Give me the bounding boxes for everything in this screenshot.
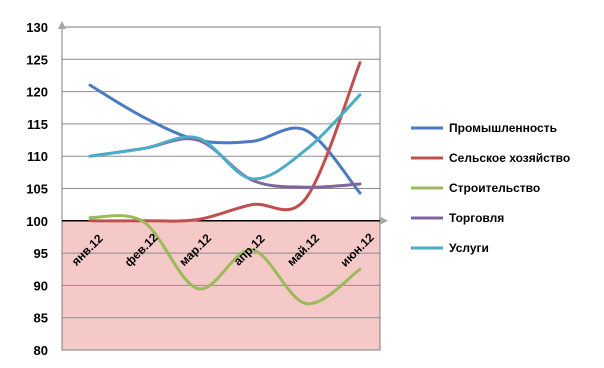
y-tick-label: 115 (27, 117, 48, 132)
legend-label: Торговля (449, 211, 504, 225)
y-tick-label: 80 (34, 343, 48, 358)
legend-label: Услуги (449, 241, 489, 255)
y-tick-label: 130 (26, 20, 48, 35)
y-tick-label: 125 (26, 52, 48, 67)
y-tick-label: 100 (26, 214, 48, 229)
legend-label: Сельское хозяйство (449, 151, 570, 165)
y-tick-label: 110 (27, 149, 48, 164)
y-tick-label: 120 (26, 85, 48, 100)
series-line (88, 214, 362, 305)
plot-border (61, 26, 381, 351)
y-tick-label: 90 (34, 278, 48, 293)
y-tick-label: 85 (34, 311, 48, 326)
legend-label: Промышленность (449, 121, 557, 135)
legend-label: Строительство (449, 181, 540, 195)
y-axis-tick-labels: 80 85 90 95 100 105 110 115 120 125 130 (26, 20, 48, 358)
series-lines (88, 61, 362, 305)
y-tick-label: 95 (34, 246, 48, 261)
y-axis-arrow (58, 21, 66, 29)
x-axis-arrow (380, 216, 388, 225)
legend: Промышленность Сельское хозяйство Строител… (411, 121, 570, 255)
series-line (88, 93, 362, 181)
y-tick-label: 105 (26, 182, 48, 197)
series-line (88, 83, 362, 195)
